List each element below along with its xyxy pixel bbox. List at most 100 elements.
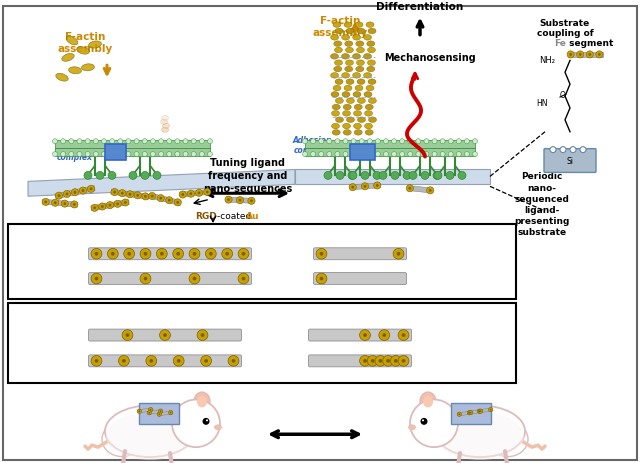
Ellipse shape — [344, 23, 352, 28]
Ellipse shape — [346, 48, 353, 54]
Circle shape — [383, 139, 388, 144]
Ellipse shape — [364, 36, 372, 41]
Circle shape — [121, 193, 124, 195]
Circle shape — [96, 172, 104, 180]
Ellipse shape — [214, 425, 221, 430]
Text: Internal ligand sequences: Internal ligand sequences — [49, 311, 211, 320]
Circle shape — [579, 54, 582, 56]
Circle shape — [205, 249, 216, 260]
Text: f =: f = — [412, 274, 429, 284]
Circle shape — [109, 204, 111, 207]
Circle shape — [488, 407, 493, 412]
Text: / 600 nm: / 600 nm — [436, 331, 483, 340]
Circle shape — [206, 419, 208, 421]
Circle shape — [238, 249, 249, 260]
Circle shape — [189, 249, 200, 260]
Circle shape — [52, 139, 58, 144]
Circle shape — [490, 409, 492, 411]
Bar — [305, 140, 475, 148]
Polygon shape — [158, 411, 172, 416]
Polygon shape — [138, 408, 152, 413]
Circle shape — [383, 152, 388, 157]
Circle shape — [424, 152, 429, 157]
Circle shape — [456, 152, 461, 157]
Circle shape — [440, 139, 445, 144]
Text: Periodic
nano-
sequenced
ligand-
presenting
substrate: Periodic nano- sequenced ligand- present… — [515, 172, 570, 237]
Circle shape — [173, 356, 184, 366]
Ellipse shape — [366, 23, 374, 28]
Circle shape — [363, 333, 367, 337]
Circle shape — [126, 139, 131, 144]
Ellipse shape — [342, 55, 349, 60]
Ellipse shape — [353, 36, 360, 41]
Circle shape — [181, 194, 184, 196]
Circle shape — [146, 356, 157, 366]
Ellipse shape — [353, 111, 362, 117]
Text: / 600 nm: / 600 nm — [33, 274, 80, 284]
Text: 1: 1 — [426, 274, 433, 284]
Ellipse shape — [346, 118, 355, 123]
Circle shape — [63, 191, 70, 198]
Ellipse shape — [332, 130, 340, 136]
Circle shape — [153, 172, 161, 180]
Ellipse shape — [369, 118, 376, 123]
Ellipse shape — [367, 67, 375, 73]
Polygon shape — [149, 194, 181, 206]
Circle shape — [118, 356, 129, 366]
Circle shape — [157, 195, 164, 202]
Circle shape — [343, 152, 348, 157]
Circle shape — [421, 172, 429, 180]
Circle shape — [148, 193, 156, 200]
Circle shape — [319, 252, 323, 256]
Ellipse shape — [343, 130, 351, 136]
Circle shape — [199, 139, 204, 144]
Polygon shape — [148, 410, 162, 414]
Circle shape — [550, 147, 556, 153]
Circle shape — [586, 52, 593, 59]
Circle shape — [170, 412, 172, 413]
Polygon shape — [180, 190, 210, 198]
Ellipse shape — [353, 55, 360, 60]
Polygon shape — [407, 186, 433, 194]
Circle shape — [183, 152, 188, 157]
Circle shape — [378, 359, 382, 363]
Text: coupling of: coupling of — [536, 29, 593, 38]
Polygon shape — [55, 186, 95, 200]
Circle shape — [225, 252, 229, 256]
Text: F-actin
assembly: F-actin assembly — [58, 31, 113, 54]
Text: 1: 1 — [26, 356, 33, 366]
Circle shape — [44, 201, 47, 204]
Circle shape — [406, 185, 413, 192]
Ellipse shape — [331, 74, 339, 79]
Circle shape — [379, 172, 387, 180]
Ellipse shape — [334, 42, 342, 47]
Text: f =: f = — [12, 331, 29, 340]
Text: Si: Si — [566, 157, 573, 166]
Circle shape — [109, 152, 115, 157]
FancyBboxPatch shape — [104, 145, 125, 161]
Circle shape — [142, 139, 147, 144]
FancyBboxPatch shape — [314, 273, 406, 285]
Circle shape — [310, 152, 316, 157]
Ellipse shape — [364, 92, 372, 98]
Circle shape — [250, 200, 253, 203]
Circle shape — [351, 139, 356, 144]
Circle shape — [458, 172, 466, 180]
Ellipse shape — [68, 68, 81, 75]
Circle shape — [560, 147, 566, 153]
Circle shape — [85, 152, 90, 157]
Circle shape — [567, 52, 574, 59]
Circle shape — [198, 192, 200, 195]
Ellipse shape — [342, 74, 349, 79]
Text: segment: segment — [566, 38, 613, 47]
Ellipse shape — [346, 29, 354, 35]
Circle shape — [142, 152, 147, 157]
Circle shape — [242, 252, 245, 256]
Circle shape — [227, 199, 230, 201]
Ellipse shape — [364, 55, 371, 60]
Text: Adhesion
complex: Adhesion complex — [292, 136, 332, 155]
Circle shape — [379, 330, 390, 341]
Ellipse shape — [333, 86, 341, 92]
FancyBboxPatch shape — [88, 248, 252, 260]
Circle shape — [207, 139, 212, 144]
